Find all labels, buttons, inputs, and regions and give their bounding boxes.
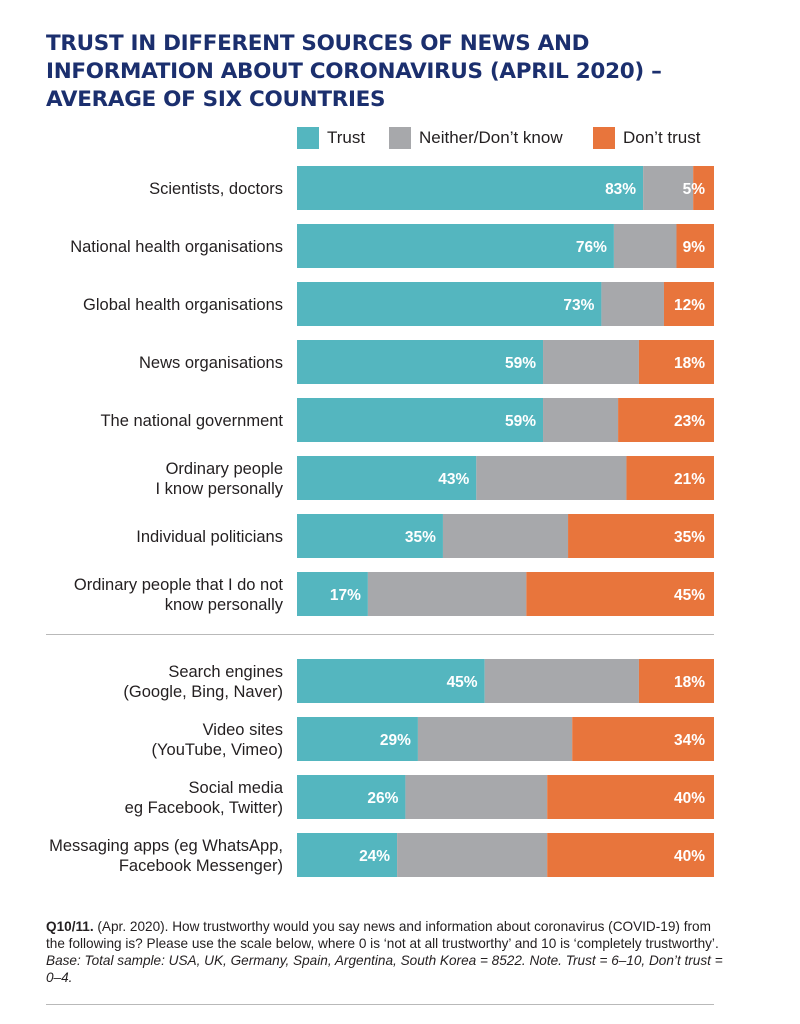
category-label-2: Global health organisations: [83, 296, 283, 314]
bar-segment-dont-trust-0: [693, 166, 714, 210]
category-label-6: Individual politicians: [136, 528, 283, 546]
bar-segment-trust-1: [297, 224, 614, 268]
bar-segment-trust-8: [297, 659, 485, 703]
bar-segment-neither-9: [417, 717, 573, 761]
bar-segment-trust-6: [297, 514, 443, 558]
category-label-3: News organisations: [139, 354, 283, 372]
value-label-trust-5: 43%: [438, 471, 469, 488]
legend-item-dont-trust: Don’t trust: [593, 126, 700, 150]
bar-segment-dont-trust-3: [638, 340, 714, 384]
value-label-trust-3: 59%: [505, 355, 536, 372]
bar-segment-trust-10: [297, 775, 406, 819]
legend-label-neither: Neither/Don’t know: [419, 128, 563, 147]
value-label-dont-trust-9: 34%: [674, 732, 705, 749]
bar-segment-dont-trust-10: [547, 775, 714, 819]
chart-title: TRUST IN DIFFERENT SOURCES OF NEWS AND I…: [46, 31, 662, 112]
category-label-8: Search engines (Google, Bing, Naver): [123, 663, 283, 701]
value-label-dont-trust-3: 18%: [674, 355, 705, 372]
category-label-1: National health organisations: [70, 238, 283, 256]
bar-segment-dont-trust-5: [626, 456, 714, 500]
bar-segment-neither-5: [476, 456, 627, 500]
bar-segment-dont-trust-11: [547, 833, 714, 877]
footnote: Q10/11. (Apr. 2020). How trustworthy wou…: [46, 918, 726, 986]
value-label-dont-trust-10: 40%: [674, 790, 705, 807]
value-label-dont-trust-2: 12%: [674, 297, 705, 314]
legend-label-trust: Trust: [327, 128, 366, 147]
category-label-10: Social media eg Facebook, Twitter): [125, 779, 284, 817]
category-label-4: The national government: [100, 412, 283, 430]
category-label-9: Video sites (YouTube, Vimeo): [152, 721, 283, 759]
category-label-11: Messaging apps (eg WhatsApp, Facebook Mes…: [49, 837, 283, 875]
bar-segment-trust-7: [297, 572, 368, 616]
value-label-dont-trust-7: 45%: [674, 587, 705, 604]
value-label-dont-trust-1: 9%: [683, 239, 706, 256]
bar-segment-neither-8: [484, 659, 639, 703]
value-label-dont-trust-5: 21%: [674, 471, 705, 488]
value-label-trust-11: 24%: [359, 848, 390, 865]
bar-segment-dont-trust-1: [676, 224, 714, 268]
legend-swatch-trust: [297, 127, 319, 149]
value-label-trust-9: 29%: [380, 732, 411, 749]
bar-segment-neither-3: [543, 340, 639, 384]
bar-segment-dont-trust-8: [638, 659, 714, 703]
value-label-trust-6: 35%: [405, 529, 436, 546]
legend-item-neither: Neither/Don’t know: [389, 126, 563, 150]
category-label-0: Scientists, doctors: [149, 180, 283, 198]
legend-item-trust: Trust: [297, 126, 365, 150]
value-label-dont-trust-4: 23%: [674, 413, 705, 430]
category-label-7: Ordinary people that I do not know person…: [74, 576, 284, 614]
legend-label-dont-trust: Don’t trust: [623, 128, 701, 147]
footnote-question-label: Q10/11.: [46, 919, 94, 934]
bar-segment-trust-3: [297, 340, 544, 384]
value-label-trust-8: 45%: [447, 674, 478, 691]
bar-segment-trust-4: [297, 398, 544, 442]
value-label-trust-1: 76%: [576, 239, 607, 256]
category-label-5: Ordinary people I know personally: [156, 460, 284, 498]
legend-swatch-dont-trust: [593, 127, 615, 149]
value-label-trust-4: 59%: [505, 413, 536, 430]
bar-segment-neither-4: [543, 398, 619, 442]
bar-segment-trust-2: [297, 282, 602, 326]
bar-segment-neither-11: [397, 833, 548, 877]
bar-segment-trust-11: [297, 833, 398, 877]
bar-segment-neither-7: [367, 572, 527, 616]
bar-segment-neither-6: [442, 514, 569, 558]
value-label-trust-10: 26%: [367, 790, 398, 807]
footnote-divider: [46, 1004, 714, 1005]
value-label-trust-0: 83%: [605, 181, 636, 198]
bar-segment-trust-9: [297, 717, 418, 761]
bar-segment-trust-5: [297, 456, 477, 500]
legend-swatch-neither: [389, 127, 411, 149]
bar-segment-trust-0: [297, 166, 644, 210]
value-label-dont-trust-8: 18%: [674, 674, 705, 691]
value-label-trust-2: 73%: [563, 297, 594, 314]
group-divider: [46, 634, 714, 635]
value-label-dont-trust-0: 5%: [683, 181, 706, 198]
footnote-base-note: Base: Total sample: USA, UK, Germany, Sp…: [46, 953, 723, 985]
bar-segment-dont-trust-9: [572, 717, 714, 761]
bar-segment-neither-0: [643, 166, 694, 210]
value-label-dont-trust-11: 40%: [674, 848, 705, 865]
bar-segment-neither-2: [601, 282, 664, 326]
bar-segment-neither-10: [405, 775, 548, 819]
value-label-trust-7: 17%: [330, 587, 361, 604]
bar-segment-dont-trust-7: [526, 572, 714, 616]
bar-segment-dont-trust-2: [663, 282, 714, 326]
bar-segment-dont-trust-6: [568, 514, 714, 558]
value-label-dont-trust-6: 35%: [674, 529, 705, 546]
bar-segment-dont-trust-4: [618, 398, 714, 442]
footnote-question-text: (Apr. 2020). How trustworthy would you s…: [46, 919, 719, 951]
bar-segment-neither-1: [613, 224, 677, 268]
